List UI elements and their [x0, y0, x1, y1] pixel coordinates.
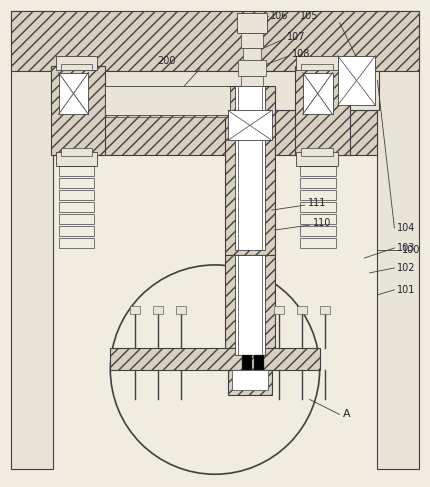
Bar: [52, 111, 378, 155]
Bar: [243, 48, 261, 59]
Bar: [338, 56, 375, 106]
Text: 100: 100: [402, 245, 421, 255]
Bar: [61, 149, 92, 156]
Bar: [51, 71, 379, 111]
Bar: [225, 86, 275, 255]
Text: 103: 103: [397, 243, 416, 253]
Bar: [58, 238, 95, 248]
Bar: [228, 370, 272, 394]
Text: 101: 101: [397, 285, 416, 295]
Bar: [300, 214, 335, 224]
Bar: [232, 370, 268, 390]
Bar: [58, 166, 95, 176]
Bar: [303, 73, 333, 114]
Bar: [319, 306, 330, 314]
Bar: [58, 202, 95, 212]
Text: 105: 105: [300, 11, 318, 21]
Bar: [274, 306, 284, 314]
Bar: [296, 152, 338, 166]
Bar: [225, 255, 275, 359]
Bar: [295, 66, 350, 155]
Bar: [296, 56, 338, 70]
Bar: [105, 86, 230, 115]
Bar: [130, 306, 140, 314]
Text: 106: 106: [270, 11, 288, 21]
Bar: [300, 238, 335, 248]
Bar: [378, 11, 419, 469]
Bar: [55, 152, 97, 166]
Bar: [235, 86, 265, 250]
Bar: [300, 166, 335, 176]
Bar: [111, 348, 319, 370]
Bar: [58, 226, 95, 236]
Bar: [228, 111, 272, 140]
Bar: [61, 64, 92, 70]
Text: 110: 110: [313, 218, 331, 228]
Bar: [254, 355, 264, 370]
Text: 104: 104: [397, 223, 416, 233]
Bar: [153, 306, 163, 314]
Bar: [241, 75, 263, 86]
Bar: [242, 355, 252, 370]
Text: A: A: [343, 410, 350, 419]
Text: 111: 111: [308, 198, 326, 208]
Text: 108: 108: [292, 49, 310, 58]
Bar: [301, 64, 333, 70]
Text: 107: 107: [287, 32, 305, 42]
Bar: [238, 59, 266, 75]
Bar: [58, 190, 95, 200]
Bar: [300, 190, 335, 200]
Bar: [300, 202, 335, 212]
Bar: [301, 149, 333, 156]
Bar: [235, 255, 265, 355]
Bar: [11, 11, 419, 71]
Bar: [58, 73, 89, 114]
Text: 200: 200: [157, 56, 176, 66]
Bar: [241, 33, 263, 48]
Bar: [300, 226, 335, 236]
Bar: [105, 102, 230, 117]
Bar: [51, 66, 105, 155]
Bar: [237, 13, 267, 33]
Text: 102: 102: [397, 263, 416, 273]
Bar: [58, 214, 95, 224]
Bar: [176, 306, 186, 314]
Bar: [58, 178, 95, 188]
Bar: [11, 11, 52, 469]
Bar: [55, 56, 97, 70]
Bar: [297, 306, 307, 314]
Bar: [300, 178, 335, 188]
